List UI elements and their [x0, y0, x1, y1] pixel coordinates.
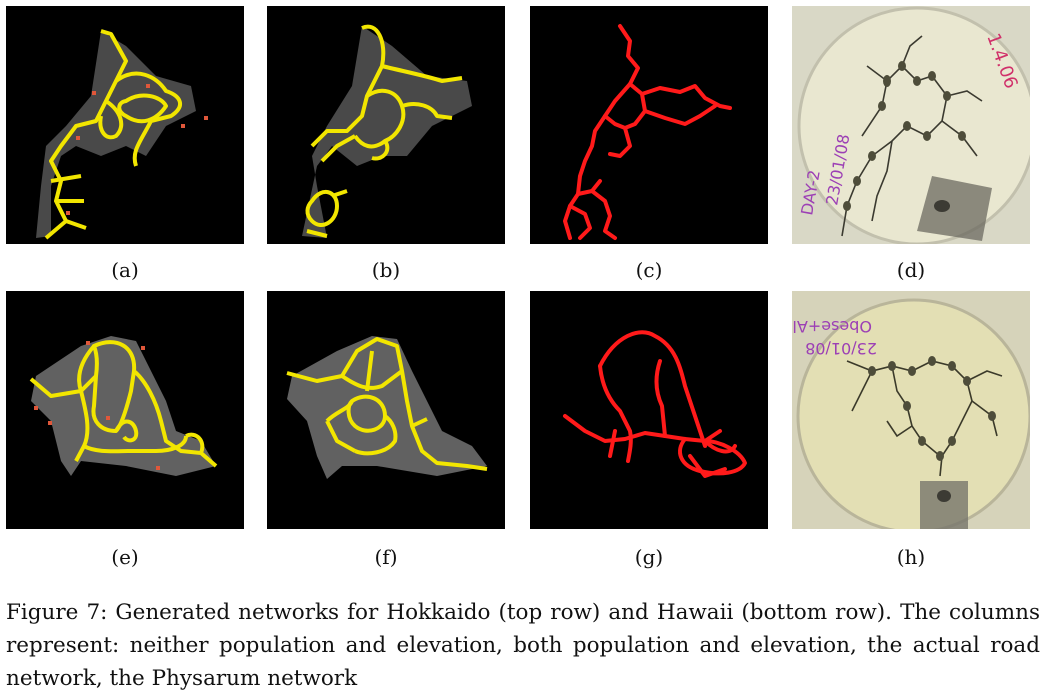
panel-g	[530, 291, 768, 529]
panel-b	[267, 6, 505, 244]
panel-e	[6, 291, 244, 529]
panel-label: (f)	[374, 545, 398, 569]
panel-label: (c)	[635, 258, 663, 282]
panel-a	[6, 6, 244, 244]
panel-label: (d)	[896, 258, 926, 282]
panel-label: (h)	[896, 545, 926, 569]
generated-network-hokkaido-b	[302, 24, 472, 238]
panel-c	[530, 6, 768, 244]
generated-network-hawaii-f	[286, 336, 488, 479]
dish-handwriting: 23/01/08	[805, 339, 877, 358]
panel-label: (g)	[634, 545, 664, 569]
panel-label: (e)	[111, 545, 139, 569]
generated-network-hokkaido-a	[36, 29, 208, 240]
physarum-photo-hokkaido: DAY-2 23/01/08 1.4.06	[792, 6, 1030, 244]
physarum-photo-hawaii: Obese+Ala 23/01/08	[792, 291, 1030, 529]
road-network-hokkaido	[563, 24, 732, 240]
generated-network-hawaii-e	[29, 336, 218, 476]
panel-label: (b)	[371, 258, 401, 282]
panel-label: (a)	[111, 258, 139, 282]
figure-caption: Figure 7: Generated networks for Hokkaid…	[6, 600, 1040, 691]
panel-h: Obese+Ala 23/01/08	[792, 291, 1030, 529]
road-network-hawaii	[563, 330, 747, 478]
panel-f	[267, 291, 505, 529]
panel-d: DAY-2 23/01/08 1.4.06	[792, 6, 1030, 244]
dish-handwriting: Obese+Ala	[792, 317, 872, 336]
